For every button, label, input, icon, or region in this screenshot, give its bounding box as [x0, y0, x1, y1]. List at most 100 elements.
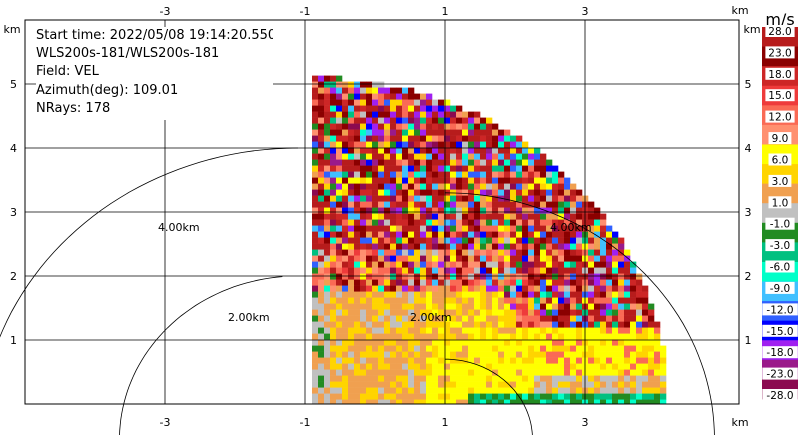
velocity-cell	[318, 165, 325, 172]
velocity-cell	[444, 291, 451, 298]
velocity-cell	[354, 123, 361, 130]
velocity-cell	[540, 345, 547, 352]
velocity-cell	[606, 375, 613, 382]
velocity-cell	[414, 363, 421, 370]
velocity-cell	[492, 147, 499, 154]
velocity-cell	[420, 297, 427, 304]
velocity-cell	[492, 267, 499, 274]
velocity-cell	[324, 201, 331, 208]
velocity-cell	[498, 135, 505, 142]
velocity-cell	[594, 363, 601, 370]
velocity-cell	[354, 153, 361, 160]
velocity-cell	[576, 201, 583, 208]
velocity-cell	[504, 267, 511, 274]
axis-unit-top-right: km	[731, 4, 748, 17]
velocity-cell	[654, 399, 661, 404]
velocity-cell	[642, 297, 649, 304]
velocity-cell	[348, 249, 355, 256]
velocity-cell	[312, 327, 319, 334]
velocity-cell	[528, 339, 535, 346]
velocity-cell	[552, 333, 559, 340]
velocity-cell	[564, 357, 571, 364]
velocity-cell	[402, 273, 409, 280]
velocity-cell	[474, 339, 481, 346]
velocity-cell	[540, 213, 547, 220]
velocity-cell	[360, 321, 367, 328]
velocity-cell	[438, 363, 445, 370]
velocity-cell	[486, 165, 493, 172]
velocity-cell	[474, 321, 481, 328]
velocity-cell	[384, 279, 391, 286]
velocity-cell	[456, 213, 463, 220]
velocity-cell	[642, 321, 649, 328]
velocity-cell	[396, 309, 403, 316]
velocity-cell	[498, 147, 505, 154]
velocity-cell	[372, 363, 379, 370]
velocity-cell	[324, 135, 331, 142]
velocity-cell	[654, 363, 661, 370]
velocity-cell	[480, 393, 487, 400]
velocity-cell	[354, 267, 361, 274]
velocity-cell	[480, 243, 487, 250]
velocity-cell	[498, 339, 505, 346]
velocity-cell	[354, 183, 361, 190]
velocity-cell	[330, 213, 337, 220]
velocity-cell	[468, 285, 475, 292]
velocity-cell	[456, 345, 463, 352]
velocity-cell	[504, 261, 511, 268]
velocity-cell	[342, 327, 349, 334]
velocity-cell	[612, 393, 619, 400]
velocity-cell	[348, 381, 355, 388]
velocity-cell	[348, 159, 355, 166]
velocity-cell	[408, 219, 415, 226]
velocity-cell	[408, 309, 415, 316]
velocity-cell	[510, 381, 517, 388]
velocity-cell	[600, 303, 607, 310]
velocity-cell	[438, 243, 445, 250]
velocity-cell	[378, 159, 385, 166]
velocity-cell	[432, 99, 439, 106]
velocity-cell	[390, 261, 397, 268]
velocity-cell	[498, 315, 505, 322]
velocity-cell	[498, 207, 505, 214]
velocity-cell	[432, 237, 439, 244]
velocity-cell	[360, 345, 367, 352]
velocity-cell	[318, 369, 325, 376]
velocity-cell	[330, 327, 337, 334]
velocity-cell	[576, 399, 583, 404]
velocity-cell	[336, 87, 343, 94]
velocity-cell	[558, 351, 565, 358]
velocity-cell	[594, 351, 601, 358]
velocity-cell	[420, 105, 427, 112]
velocity-cell	[480, 279, 487, 286]
velocity-cell	[474, 237, 481, 244]
velocity-cell	[636, 393, 643, 400]
velocity-cell	[336, 243, 343, 250]
velocity-cell	[432, 381, 439, 388]
velocity-cell	[498, 225, 505, 232]
velocity-cell	[426, 171, 433, 178]
velocity-cell	[498, 369, 505, 376]
velocity-cell	[336, 141, 343, 148]
velocity-cell	[324, 123, 331, 130]
velocity-cell	[312, 171, 319, 178]
velocity-cell	[372, 141, 379, 148]
velocity-cell	[474, 267, 481, 274]
velocity-cell	[318, 117, 325, 124]
velocity-cell	[444, 135, 451, 142]
velocity-cell	[624, 321, 631, 328]
colorbar-label: -12.0	[766, 304, 793, 316]
velocity-cell	[384, 147, 391, 154]
velocity-cell	[438, 183, 445, 190]
velocity-cell	[618, 327, 625, 334]
velocity-cell	[402, 369, 409, 376]
velocity-cell	[342, 369, 349, 376]
velocity-cell	[354, 177, 361, 184]
velocity-cell	[444, 363, 451, 370]
velocity-cell	[630, 333, 637, 340]
velocity-cell	[630, 351, 637, 358]
velocity-cell	[312, 369, 319, 376]
velocity-cell	[552, 309, 559, 316]
velocity-cell	[426, 183, 433, 190]
velocity-cell	[576, 225, 583, 232]
